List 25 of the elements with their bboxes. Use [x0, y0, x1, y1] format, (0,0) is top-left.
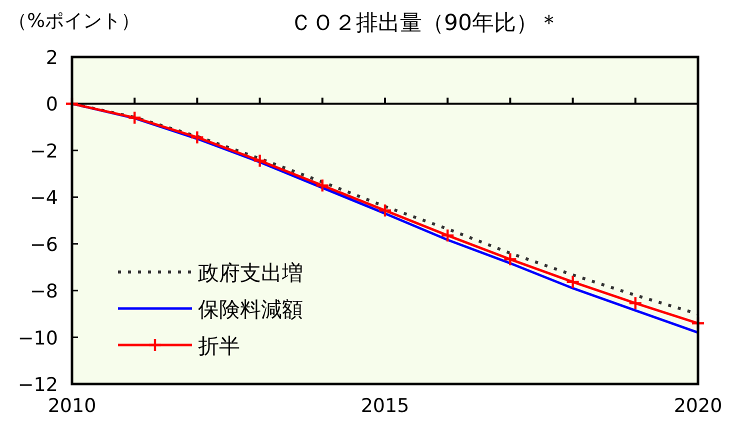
y-tick-label: −2 — [30, 140, 58, 162]
point — [190, 130, 204, 144]
y-tick-label: −10 — [18, 327, 58, 350]
point — [440, 228, 455, 243]
y-axis-title: （%ポイント） — [8, 10, 140, 32]
y-tick-label: −8 — [30, 280, 58, 303]
y-tick-label: −6 — [30, 234, 58, 256]
point — [128, 110, 142, 125]
x-tick-label: 2015 — [360, 395, 410, 417]
chart-title: ＣＯ２排出量（90年比）＊ — [290, 11, 560, 36]
x-tick-label: 2020 — [674, 395, 722, 417]
point — [566, 274, 580, 290]
y-tick-label: −4 — [30, 187, 58, 210]
y-tick-label: −12 — [18, 374, 58, 396]
legend-label: 折半 — [198, 334, 240, 358]
point — [378, 203, 392, 218]
x-tick-label: 2010 — [48, 395, 96, 417]
y-tick-label: 2 — [46, 47, 58, 69]
y-tick-label: 0 — [46, 94, 58, 116]
point — [628, 296, 642, 310]
point — [503, 252, 518, 266]
legend-label: 保険料減額 — [198, 298, 303, 322]
point — [315, 178, 330, 193]
legend-label: 政府支出増 — [198, 261, 303, 285]
point — [252, 154, 267, 168]
